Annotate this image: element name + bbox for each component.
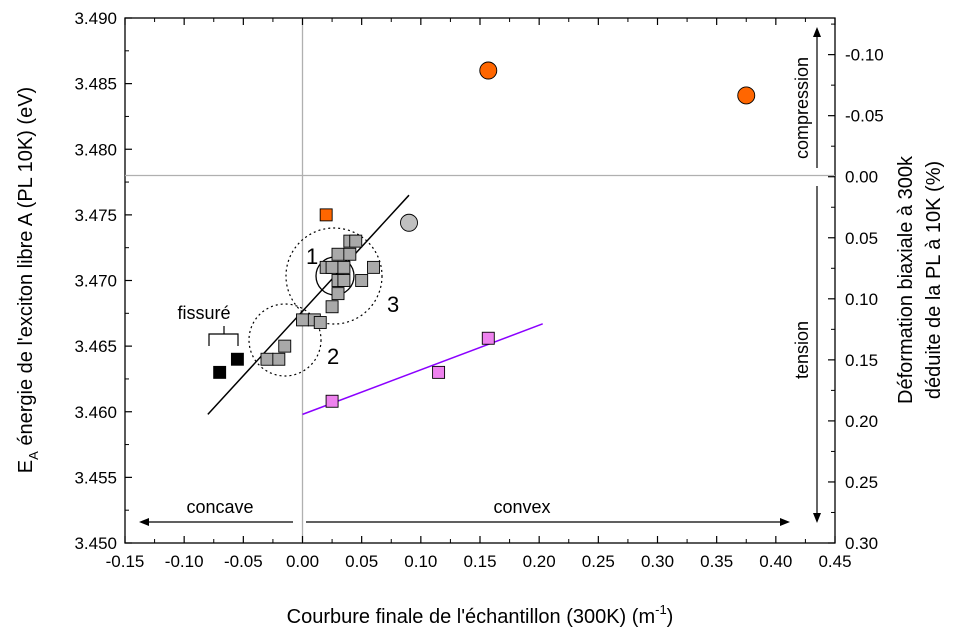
data-point-square: [331, 247, 345, 261]
x-tick-label: 0.40: [759, 552, 792, 571]
y-tick-label: 3.475: [74, 206, 117, 225]
y2-tick-label: 0.00: [845, 168, 878, 187]
data-point-square: [337, 260, 351, 274]
x-tick-label: -0.15: [106, 552, 145, 571]
data-point-square: [319, 208, 333, 222]
x-tick-label: -0.05: [224, 552, 263, 571]
concave-arrowhead: [139, 518, 149, 526]
fit-lines: [207, 194, 543, 416]
fissure-label: fissuré: [177, 303, 230, 323]
y-tick-label: 3.465: [74, 337, 117, 356]
x-tick-label: 0.25: [582, 552, 615, 571]
y2-tick-label: 0.05: [845, 229, 878, 248]
x-tick-label: 0.20: [523, 552, 556, 571]
data-point-square: [325, 260, 339, 274]
y-tick-label: 3.455: [74, 468, 117, 487]
data-point-square: [349, 234, 363, 248]
data-point-square: [432, 365, 446, 379]
x-tick-label: 0.35: [700, 552, 733, 571]
data-point-square: [355, 274, 369, 287]
x-tick-label: 0.45: [818, 552, 851, 571]
data-point-square: [367, 260, 380, 274]
y2-axis-label-line1: Déformation biaxiale à 300k: [895, 155, 917, 404]
y2-tick-label: 0.30: [845, 534, 878, 553]
y2-axis-ticks: 0.30 0.25 0.20 0.15 0.10 0.05 0.00 -0.05 -0.10: [828, 23, 884, 553]
data-point-circle: [400, 213, 418, 232]
y-tick-label: 3.470: [74, 272, 117, 291]
convex-arrowhead: [780, 518, 790, 526]
y-axis-label: EA énergie de l'exciton libre A (PL 10K)…: [15, 87, 41, 473]
fit-line: [302, 323, 543, 416]
cluster-circle-1: [285, 227, 383, 325]
data-point-square: [481, 331, 495, 345]
x-axis-label: Courbure finale de l'échantillon (300K) …: [287, 602, 674, 628]
y-tick-label: 3.480: [74, 140, 117, 159]
compression-label: compression: [792, 57, 812, 159]
data-point-square: [331, 287, 345, 301]
y-tick-label: 3.450: [74, 534, 117, 553]
y2-tick-label: 0.25: [845, 473, 878, 492]
data-point-square: [313, 316, 327, 329]
x-tick-label: 0.30: [641, 552, 674, 571]
plot-frame: [124, 17, 836, 544]
y2-tick-label: 0.15: [845, 351, 878, 370]
data-point-square: [337, 274, 351, 287]
data-point-square: [278, 339, 292, 353]
label-2: 2: [327, 344, 339, 369]
data-point-square: [325, 300, 339, 314]
x-tick-label: 0.05: [345, 552, 378, 571]
data-point-circle: [479, 61, 498, 80]
convex-label: convex: [493, 497, 550, 517]
data-point-circle: [737, 86, 756, 105]
y-tick-label: 3.490: [74, 9, 117, 28]
y2-tick-label: 0.20: [845, 412, 878, 431]
tension-arrowhead: [813, 513, 821, 523]
y-tick-label: 3.460: [74, 403, 117, 422]
y2-axis-label-line2: déduite de la PL à 10K (%): [923, 161, 945, 399]
x-tick-label: 0.10: [404, 552, 437, 571]
data-point-square: [260, 352, 274, 366]
data-point-square: [272, 352, 286, 366]
fit-line: [207, 194, 410, 415]
x-axis-ticks: -0.15 -0.10 -0.05 0.00 0.05 0.10 0.15 0.20 0.25 0…: [106, 18, 852, 571]
data-point-square: [230, 352, 244, 366]
x-tick-label: -0.10: [165, 552, 204, 571]
y-axis-ticks: 3.450 3.455 3.460 3.465 3.470 3.475 3.480 3.485…: [74, 9, 132, 553]
data-point-square: [213, 365, 227, 379]
fissure-bracket: [208, 326, 239, 346]
label-3: 3: [387, 292, 399, 317]
cluster-circle-2: [248, 303, 322, 377]
tension-label: tension: [792, 321, 812, 379]
data-point-square: [325, 394, 339, 408]
concave-label: concave: [186, 497, 253, 517]
y-tick-label: 3.485: [74, 75, 117, 94]
compression-arrowhead: [813, 27, 821, 37]
data-markers: [213, 61, 756, 408]
y2-tick-label: 0.10: [845, 290, 878, 309]
y2-tick-label: -0.10: [845, 46, 884, 65]
y2-tick-label: -0.05: [845, 107, 884, 126]
data-point-square: [343, 247, 357, 261]
x-tick-label: 0.15: [463, 552, 496, 571]
label-1: 1: [306, 244, 318, 269]
data-point-square: [296, 313, 309, 327]
x-tick-label: 0.00: [286, 552, 319, 571]
